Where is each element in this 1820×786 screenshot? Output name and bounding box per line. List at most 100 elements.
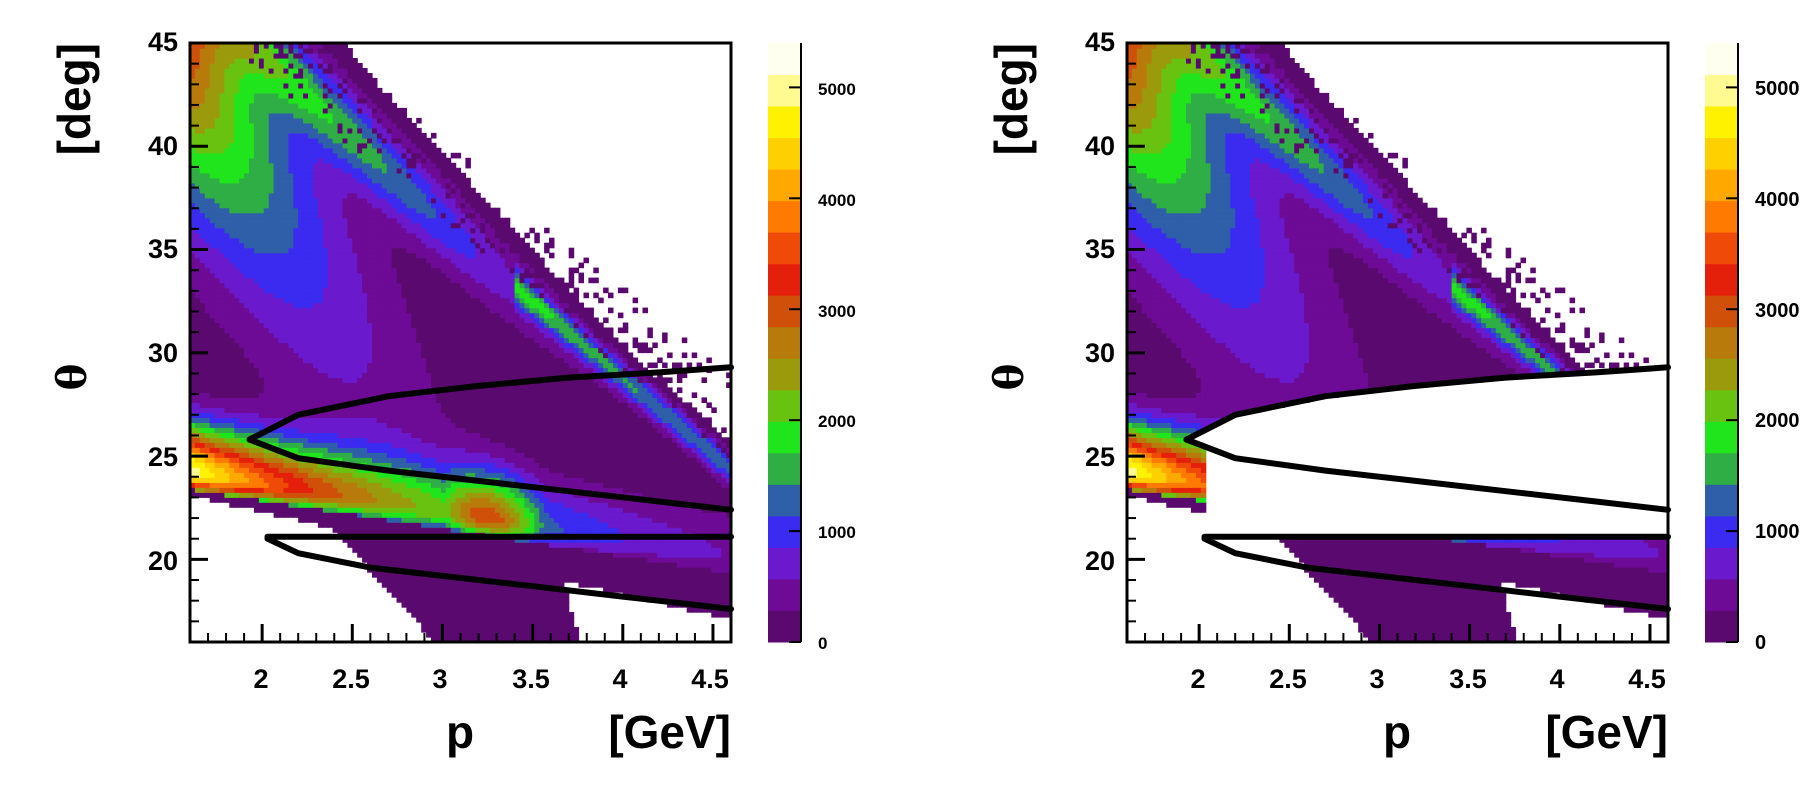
- heatmap-cell: [234, 482, 240, 488]
- heatmap-cell: [288, 422, 294, 428]
- heatmap-cell: [317, 132, 324, 139]
- heatmap-cell: [288, 372, 294, 379]
- heatmap-cell: [298, 392, 304, 398]
- heatmap-cell: [396, 192, 403, 199]
- heatmap-cell: [273, 472, 280, 478]
- heatmap-cell: [234, 117, 240, 124]
- heatmap-cell: [332, 152, 339, 159]
- heatmap-cell: [367, 537, 373, 543]
- heatmap-cell: [347, 107, 353, 114]
- heatmap-cell: [332, 497, 339, 503]
- heatmap-cell: [273, 207, 280, 214]
- heatmap-cell: [391, 507, 398, 513]
- heatmap-cell: [381, 112, 388, 119]
- heatmap-cell: [209, 342, 216, 349]
- heatmap-cell: [431, 507, 437, 513]
- heatmap-cell: [372, 107, 378, 114]
- heatmap-cell: [190, 232, 196, 239]
- heatmap-cell: [273, 497, 280, 503]
- heatmap-cell: [219, 322, 225, 329]
- heatmap-cell: [229, 232, 235, 239]
- heatmap-cell: [337, 517, 343, 523]
- heatmap-cell: [263, 322, 270, 329]
- heatmap-cell: [362, 142, 368, 149]
- heatmap-cell: [435, 587, 442, 593]
- heatmap-cell: [317, 342, 324, 349]
- heatmap-cell: [258, 422, 265, 428]
- heatmap-cell: [224, 327, 230, 334]
- heatmap-cell: [347, 48, 353, 54]
- heatmap-cell: [327, 292, 334, 299]
- heatmap-cell: [268, 462, 275, 468]
- heatmap-cell: [362, 527, 368, 533]
- heatmap-cell: [421, 612, 427, 618]
- heatmap-cell: [288, 292, 294, 299]
- heatmap-cell: [224, 217, 230, 224]
- heatmap-cell: [357, 507, 363, 513]
- heatmap-cell: [194, 192, 201, 199]
- heatmap-cell: [421, 227, 427, 234]
- heatmap-cell: [431, 227, 437, 234]
- heatmap-cell: [224, 437, 230, 443]
- heatmap-cell: [209, 242, 216, 249]
- heatmap-cell: [190, 442, 196, 448]
- heatmap-cell: [421, 512, 427, 518]
- heatmap-cell: [273, 132, 280, 139]
- heatmap-cell: [190, 182, 196, 189]
- heatmap-cell: [396, 292, 403, 299]
- heatmap-cell: [313, 347, 319, 354]
- heatmap-cell: [327, 142, 334, 149]
- heatmap-cell: [401, 297, 407, 304]
- heatmap-cell: [426, 317, 432, 324]
- heatmap-cell: [362, 327, 368, 334]
- heatmap-cell: [322, 187, 329, 194]
- heatmap-cell: [327, 392, 334, 398]
- heatmap-cell: [258, 497, 265, 503]
- heatmap-cell: [411, 587, 417, 593]
- heatmap-cell: [273, 122, 280, 129]
- heatmap-cell: [396, 212, 403, 219]
- heatmap-cell: [234, 43, 240, 49]
- heatmap-cell: [313, 137, 319, 144]
- heatmap-cell: [308, 68, 314, 74]
- heatmap-cell: [391, 487, 398, 493]
- heatmap-cell: [440, 372, 447, 379]
- heatmap-cell: [224, 68, 230, 74]
- heatmap-cell: [244, 392, 250, 398]
- heatmap-cell: [258, 272, 265, 279]
- heatmap-cell: [204, 222, 211, 229]
- heatmap-cell: [268, 73, 275, 79]
- heatmap-cell: [396, 497, 403, 503]
- heatmap-cell: [421, 467, 427, 473]
- heatmap-cell: [376, 307, 383, 314]
- heatmap-cell: [342, 297, 348, 304]
- heatmap-cell: [347, 422, 353, 428]
- heatmap-cell: [322, 142, 329, 149]
- heatmap-cell: [239, 77, 245, 84]
- heatmap-cell: [381, 352, 388, 359]
- heatmap-cell: [258, 187, 265, 194]
- heatmap-cell: [317, 192, 324, 199]
- heatmap-cell: [367, 162, 373, 169]
- heatmap-cell: [199, 227, 206, 234]
- heatmap-cell: [396, 267, 403, 274]
- heatmap-cell: [337, 53, 343, 59]
- heatmap-cell: [352, 267, 358, 274]
- heatmap-cell: [190, 397, 196, 403]
- heatmap-cell: [406, 172, 412, 179]
- heatmap-cell: [258, 502, 265, 508]
- heatmap-cell: [347, 387, 353, 393]
- heatmap-cell: [293, 187, 299, 194]
- heatmap-cell: [303, 272, 309, 279]
- heatmap-cell: [367, 477, 373, 483]
- heatmap-cell: [303, 112, 309, 119]
- heatmap-cell: [426, 372, 432, 379]
- heatmap-cell: [273, 212, 280, 219]
- heatmap-cell: [308, 437, 314, 443]
- heatmap-cell: [249, 487, 255, 493]
- heatmap-cell: [268, 352, 275, 359]
- heatmap-cell: [268, 482, 275, 488]
- heatmap-cell: [376, 412, 383, 418]
- heatmap-cell: [273, 217, 280, 224]
- heatmap-cell: [376, 342, 383, 349]
